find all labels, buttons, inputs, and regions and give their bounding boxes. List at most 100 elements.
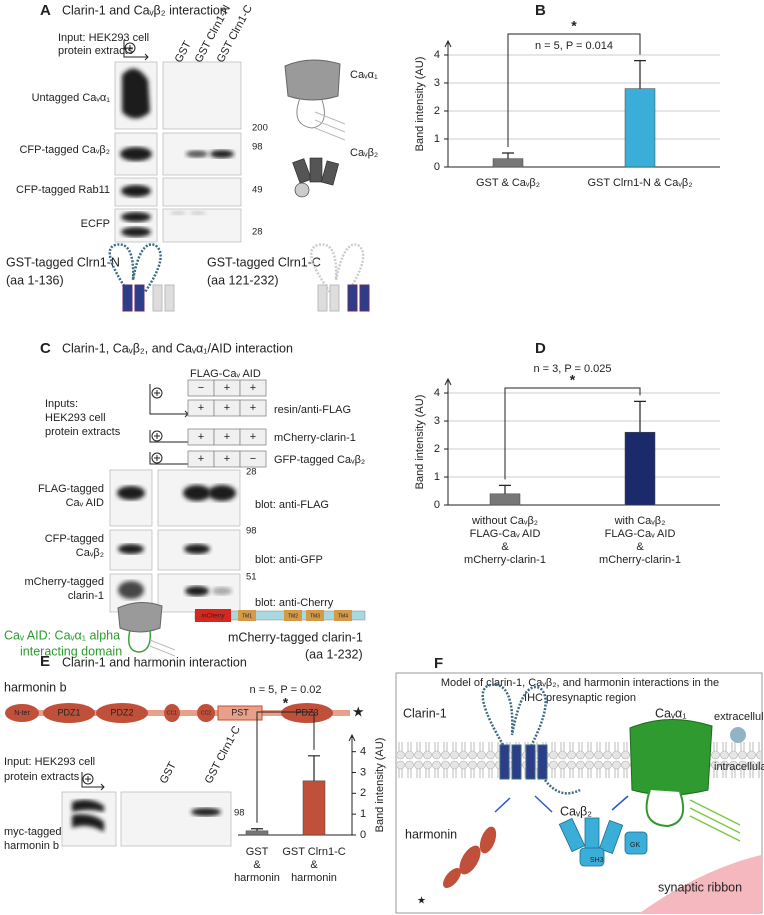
model-label: extracellular: [714, 711, 764, 723]
sign: +: [224, 382, 230, 394]
model-label: intracellular: [714, 761, 764, 773]
aid-cartoon: [117, 602, 176, 657]
axis-arrow: [444, 377, 452, 386]
annotation: n = 5, P = 0.014: [535, 40, 613, 52]
sign-cell: [239, 399, 267, 417]
y-tick-label: 3: [434, 77, 440, 89]
panel-a: A Clarin-1 and Caᵥβ₂ interaction Input: …: [6, 2, 378, 312]
construct-label: (aa 1-136): [6, 273, 64, 287]
panel-label: C: [40, 340, 51, 357]
bar: [624, 88, 656, 168]
y-axis-label: Band intensity (AU): [414, 57, 426, 152]
x-tick-label: GST Clrn1-C & harmonin: [282, 846, 345, 884]
row-label: clarin-1: [68, 590, 104, 602]
row-label: Caᵥβ₂: [76, 547, 104, 559]
aid-note: Caᵥ AID: Caᵥα₁ alpha: [4, 628, 120, 642]
error-bar: [502, 152, 514, 159]
construct-label: GST-tagged Clrn1-N: [6, 255, 120, 269]
panel-c: C Clarin-1, Caᵥβ₂, and Caᵥα₁/AID interac…: [4, 340, 366, 661]
panel-title: IHC presynaptic region: [524, 692, 636, 704]
domain-label: CC2: [201, 710, 211, 716]
synaptic-ribbon: [640, 855, 761, 913]
row-label: ECFP: [81, 218, 110, 230]
bar: [624, 431, 656, 506]
error-bar: [634, 60, 646, 89]
significance-bracket: [504, 387, 641, 480]
column-header: FLAG-Caᵥ AID: [190, 368, 261, 380]
input-text: protein extracts: [58, 45, 134, 57]
sign: +: [224, 402, 230, 414]
significance-star: *: [570, 372, 576, 388]
x-tick-label: without Caᵥβ₂ FLAG-Caᵥ AID & mCherry-clarin…: [464, 515, 546, 566]
model-label: Clarin-1: [403, 706, 447, 720]
bar: [245, 830, 269, 836]
domain-label: TM2: [288, 613, 298, 619]
lane-label: GST Clrn1-C: [203, 724, 243, 786]
mw-label: 200: [252, 123, 268, 134]
panel-label: E: [40, 653, 50, 670]
bar-chart: 0 1 2 3 4 Band intensity (AU) GST & harmoninGST …: [234, 684, 386, 884]
bar: [492, 158, 524, 168]
panel-label: B: [535, 2, 546, 19]
model-label: AID: [652, 800, 668, 811]
input-text: protein extracts: [4, 771, 80, 783]
mw-label: 98: [234, 808, 245, 819]
domain-label: mCherry: [201, 614, 225, 620]
x-tick-label: GST & Caᵥβ₂: [476, 177, 540, 189]
panel-f: F Model of clarin-1, Caᵥβ₂, and harmonin…: [395, 655, 764, 914]
cav-alpha-model: [629, 719, 746, 842]
panel-title: Clarin-1 and harmonin interaction: [62, 655, 247, 669]
y-axis-label: Band intensity (AU): [374, 738, 386, 833]
star-icon: ★: [417, 896, 426, 907]
panel-label: A: [40, 2, 51, 19]
y-axis-label: Band intensity (AU): [414, 395, 426, 490]
y-tick-label: 4: [360, 746, 366, 758]
blot: [114, 61, 242, 243]
y-tick-label: 1: [434, 471, 440, 483]
input-icons: [149, 384, 189, 465]
row-label: mCherry-tagged: [25, 576, 104, 588]
y-tick-label: 1: [360, 808, 366, 820]
sign: +: [250, 402, 256, 414]
bar-chart: B 0 1 2 3 4 Band intensity (AU) GST & Caᵥβ₂ GST …: [414, 2, 720, 189]
error-bar: [308, 755, 320, 781]
sign-cell: [239, 379, 267, 397]
panel-title: Clarin-1, Caᵥβ₂, and Caᵥα₁/AID interacti…: [62, 341, 293, 355]
interaction-arrows: [494, 795, 629, 813]
input-text: Inputs:: [45, 398, 78, 410]
x-tick-label: GST Clrn1-N & Caᵥβ₂: [587, 177, 692, 189]
bar-chart: D 0 1 2 3 4 Band intensity (AU) without Caᵥβ₂ FL…: [414, 340, 720, 566]
significance-bracket: [507, 33, 641, 147]
input-icon: [123, 40, 149, 61]
sign-label: mCherry-clarin-1: [274, 432, 356, 444]
sign-grid: − + + + + + + + + + + −: [187, 379, 267, 468]
sign: +: [250, 431, 256, 443]
domain-label: TM3: [310, 613, 320, 619]
model-label: Caᵥβ₂: [560, 804, 592, 818]
lane-label: GST: [158, 760, 179, 786]
y-tick-label: 2: [434, 443, 440, 455]
harmonin-domains: ★ N-ter PDZ1 PDZ2 CC1 CC2 PST PDZ3: [5, 703, 365, 723]
row-label: Untagged Caᵥα₁: [32, 92, 111, 104]
model-label: GK: [630, 842, 640, 849]
row-label: CFP-tagged: [45, 533, 104, 545]
domain-label: CC1: [167, 710, 177, 716]
y-tick-label: 2: [434, 105, 440, 117]
row-label: FLAG-tagged: [38, 483, 104, 495]
model-label: Caᵥα₁: [655, 706, 686, 720]
y-tick-label: 2: [360, 787, 366, 799]
mw-label: 28: [252, 227, 263, 238]
row-label: harmonin b: [4, 840, 59, 852]
axis-arrow: [444, 39, 452, 48]
construct-label: (aa 121-232): [207, 273, 279, 287]
domain-bar: mCherry TM1 TM2 TM3 TM4: [194, 609, 366, 622]
mw-label: 49: [252, 185, 263, 196]
sign: +: [224, 453, 230, 465]
sign-label: resin/anti-FLAG: [274, 404, 351, 416]
cav-beta-cartoon: [292, 157, 340, 198]
sign: +: [198, 453, 204, 465]
panel-title: Clarin-1 and Caᵥβ₂ interaction: [62, 3, 227, 17]
y-tick-label: 1: [434, 133, 440, 145]
cav-beta-model: [558, 817, 648, 867]
